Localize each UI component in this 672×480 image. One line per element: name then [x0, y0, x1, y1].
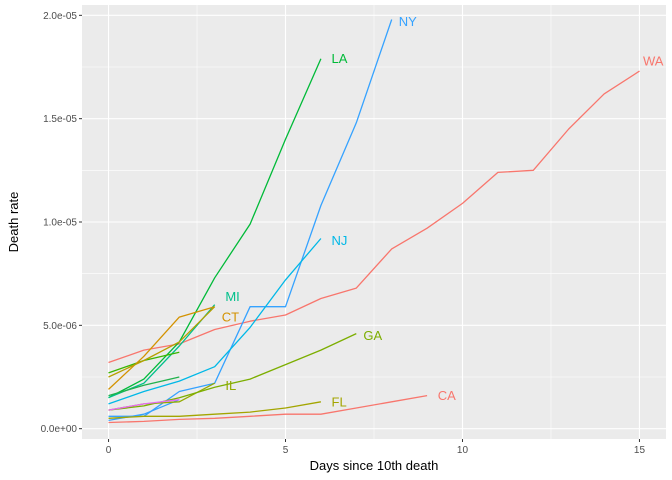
x-tick-label: 0	[106, 445, 112, 456]
series-label-ct: CT	[222, 310, 239, 325]
y-tick-label: 1.5e-05	[43, 114, 77, 125]
series-line-ny-2	[108, 399, 180, 422]
series-line-ct	[108, 306, 215, 390]
series-line-ga	[108, 333, 357, 411]
series-label-la: LA	[332, 51, 348, 66]
y-tick-label: 5.0e-06	[43, 321, 77, 332]
series-line-nj	[108, 238, 322, 405]
series-line-fl	[108, 401, 322, 419]
x-tick-label: 10	[457, 445, 469, 456]
series-label-fl: FL	[332, 394, 347, 409]
series-line-la	[108, 58, 322, 399]
series-label-ga: GA	[363, 328, 382, 343]
series-label-ca: CA	[438, 388, 456, 403]
series-label-il: IL	[225, 378, 236, 393]
x-axis-ticks: 0 5 10 15	[106, 439, 646, 456]
series-line-wa	[108, 70, 640, 364]
series-label-wa: WA	[643, 53, 664, 68]
series-label-nj: NJ	[332, 233, 348, 248]
series-label-ny: NY	[399, 14, 417, 29]
series-line-magenta	[108, 399, 180, 411]
y-tick-label: 1.0e-05	[43, 218, 77, 229]
series-line-ca	[108, 394, 428, 424]
major-gridlines	[82, 5, 666, 439]
x-tick-label: 5	[283, 445, 289, 456]
y-tick-label: 2.0e-05	[43, 11, 77, 22]
series-line-olive	[108, 306, 216, 378]
series-labels: WA CA NY NJ LA MI CT IL GA FL	[222, 14, 664, 409]
series-line-green-a	[108, 376, 180, 397]
y-axis-title: Death rate	[6, 192, 21, 253]
y-axis-ticks: 0.0e+00 5.0e-06 1.0e-05 1.5e-05 2.0e-05	[41, 11, 82, 435]
series-label-mi: MI	[225, 289, 239, 304]
x-tick-label: 15	[634, 445, 646, 456]
x-axis-title: Days since 10th death	[310, 458, 439, 473]
series-lines	[108, 19, 640, 424]
series-line-ny	[108, 19, 393, 417]
y-tick-label: 0.0e+00	[41, 424, 78, 435]
